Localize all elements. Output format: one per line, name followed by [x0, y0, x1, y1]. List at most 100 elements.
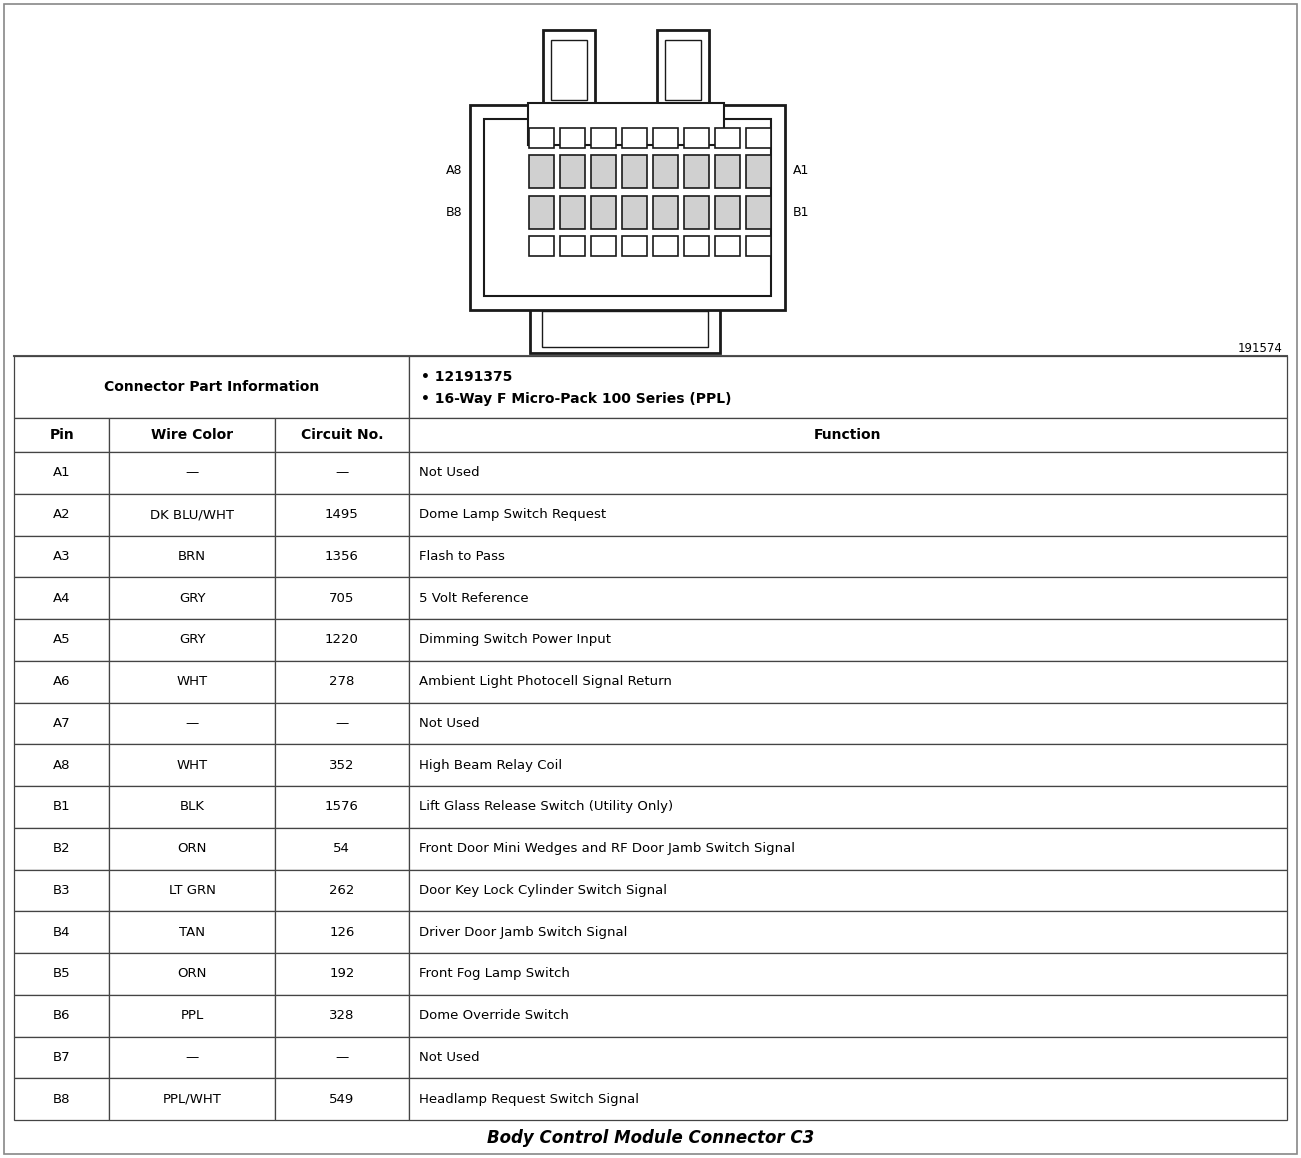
Bar [109, 535, 275, 577]
Text: B4: B4 [53, 925, 70, 939]
Text: TAN: TAN [180, 925, 206, 939]
Bar [109, 1036, 275, 1078]
Bar [530, 129, 554, 148]
Bar [684, 155, 709, 188]
Text: B2: B2 [53, 842, 70, 855]
Text: —: — [186, 717, 199, 730]
Text: A1: A1 [53, 467, 70, 479]
Bar [409, 995, 1287, 1036]
Bar [409, 493, 1287, 535]
Text: B3: B3 [53, 884, 70, 897]
Bar [109, 828, 275, 870]
Bar [109, 911, 275, 953]
Bar [653, 155, 678, 188]
Text: Door Key Lock Cylinder Switch Signal: Door Key Lock Cylinder Switch Signal [419, 884, 666, 897]
Bar [409, 356, 1287, 418]
Text: Driver Door Jamb Switch Signal: Driver Door Jamb Switch Signal [419, 925, 627, 939]
Bar [409, 418, 1287, 452]
Text: A8: A8 [53, 758, 70, 771]
Bar [530, 196, 554, 229]
Bar [14, 1036, 109, 1078]
Text: A2: A2 [53, 508, 70, 521]
Bar [470, 105, 785, 310]
Text: ORN: ORN [177, 842, 207, 855]
Bar [14, 452, 109, 493]
Bar [275, 745, 409, 786]
Text: B8: B8 [445, 205, 462, 219]
Text: Wire Color: Wire Color [151, 428, 233, 442]
Bar [275, 577, 409, 620]
Bar [275, 1036, 409, 1078]
Bar [109, 418, 275, 452]
Bar [530, 236, 554, 256]
Bar [716, 236, 740, 256]
Text: 328: 328 [329, 1009, 354, 1023]
Bar [275, 1078, 409, 1120]
Text: Front Door Mini Wedges and RF Door Jamb Switch Signal: Front Door Mini Wedges and RF Door Jamb … [419, 842, 795, 855]
Text: Function: Function [814, 428, 882, 442]
Bar [409, 786, 1287, 828]
Bar [275, 661, 409, 703]
Bar [109, 745, 275, 786]
Bar [684, 196, 709, 229]
Text: 705: 705 [329, 592, 354, 604]
Text: 126: 126 [329, 925, 354, 939]
Bar [622, 155, 647, 188]
Text: B1: B1 [794, 205, 809, 219]
Text: B5: B5 [53, 967, 70, 981]
Bar [275, 911, 409, 953]
Bar [409, 577, 1287, 620]
Bar [14, 828, 109, 870]
Bar [543, 30, 595, 108]
Bar [409, 620, 1287, 661]
Text: A1: A1 [794, 164, 809, 177]
Bar [14, 535, 109, 577]
Text: A8: A8 [445, 164, 462, 177]
Bar [275, 703, 409, 745]
Text: Lift Glass Release Switch (Utility Only): Lift Glass Release Switch (Utility Only) [419, 800, 673, 813]
Text: DK BLU/WHT: DK BLU/WHT [150, 508, 234, 521]
Text: Headlamp Request Switch Signal: Headlamp Request Switch Signal [419, 1093, 639, 1106]
Text: 1356: 1356 [325, 550, 359, 563]
Bar [14, 953, 109, 995]
Text: • 12191375: • 12191375 [420, 371, 513, 384]
Text: 191574: 191574 [1239, 342, 1283, 354]
Text: —: — [336, 717, 349, 730]
Bar [559, 236, 585, 256]
Bar [745, 129, 771, 148]
Bar [591, 196, 615, 229]
Bar [409, 535, 1287, 577]
Text: B8: B8 [53, 1093, 70, 1106]
Bar [409, 745, 1287, 786]
Text: WHT: WHT [177, 675, 208, 688]
Text: Dome Override Switch: Dome Override Switch [419, 1009, 569, 1023]
Text: • 16-Way F Micro-Pack 100 Series (PPL): • 16-Way F Micro-Pack 100 Series (PPL) [420, 393, 731, 406]
Bar [653, 236, 678, 256]
Text: ORN: ORN [177, 967, 207, 981]
Text: A7: A7 [53, 717, 70, 730]
Text: Flash to Pass: Flash to Pass [419, 550, 505, 563]
Bar [109, 577, 275, 620]
Text: BLK: BLK [180, 800, 204, 813]
Text: Not Used: Not Used [419, 717, 479, 730]
Text: 54: 54 [333, 842, 350, 855]
Text: 1220: 1220 [325, 633, 359, 646]
Text: 352: 352 [329, 758, 355, 771]
Bar [530, 305, 719, 353]
Bar [409, 1078, 1287, 1120]
Text: 1576: 1576 [325, 800, 359, 813]
Text: 5 Volt Reference: 5 Volt Reference [419, 592, 528, 604]
Bar [14, 356, 409, 418]
Text: LT GRN: LT GRN [169, 884, 216, 897]
Text: 549: 549 [329, 1093, 354, 1106]
Bar [716, 196, 740, 229]
Bar [14, 703, 109, 745]
Bar [684, 236, 709, 256]
Bar [409, 828, 1287, 870]
Bar [543, 312, 708, 347]
Bar [14, 620, 109, 661]
Bar [665, 41, 701, 100]
Text: —: — [336, 467, 349, 479]
Text: —: — [186, 467, 199, 479]
Bar [14, 995, 109, 1036]
